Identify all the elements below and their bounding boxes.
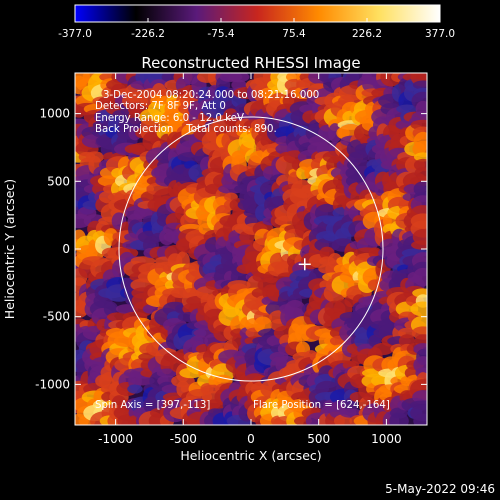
colorbar-tick-label: -377.0 [58,28,92,40]
heatmap-cell [328,123,342,143]
heatmap-cell [410,240,427,250]
annotations: 3-Dec-2004 08:20:24.000 to 08:21:16.000 … [95,90,390,411]
colorbar-tick-label: 226.2 [352,28,382,40]
annotation-spin-axis: Spin Axis = [397,-113] [95,400,210,411]
x-axis-ticks: -1000 -500 0 500 1000 [98,73,402,446]
annotation-time-range: 3-Dec-2004 08:20:24.000 to 08:21:16.000 [103,90,319,101]
solar-limb-circle [118,116,384,382]
footer-timestamp: 5-May-2022 09:46 [385,482,495,496]
y-tick-label: 1000 [39,107,70,121]
heatmap-cell [156,368,178,378]
heatmap-cell [413,267,427,287]
colorbar-tick-label: -75.4 [207,28,234,40]
annotation-detectors: Detectors: 7F 8F 9F, Att 0 [95,101,226,112]
heatmap-cell [396,104,418,114]
y-axis-label: Heliocentric Y (arcsec) [2,179,17,319]
x-axis-label: Heliocentric X (arcsec) [180,448,321,463]
heatmap-cell [127,384,143,394]
y-tick-label: 0 [62,242,70,256]
y-tick-label: 500 [47,174,70,188]
chart-title: Reconstructed RHESSI Image [141,54,360,72]
heatmap-cell [131,376,155,386]
heatmap-cell [412,390,427,404]
x-tick-label: -500 [170,432,197,446]
heatmap-image [75,73,427,425]
x-tick-label: 1000 [371,432,402,446]
heatmap-cell [157,88,177,98]
colorbar-ticks: -377.0 -226.2 -75.4 75.4 226.2 377.0 [58,18,455,40]
heatmap-cell [412,80,427,90]
y-axis-ticks: -1000 -500 0 500 1000 [35,107,427,391]
x-tick-label: 500 [307,432,330,446]
heatmap-cell [413,413,427,425]
colorbar-tick-label: -226.2 [131,28,165,40]
y-tick-label: -1000 [35,377,70,391]
heatmap-cell [414,167,427,179]
flare-marker [298,258,311,271]
annotation-energy-range: Energy Range: 6.0 - 12.0 keV [95,113,244,124]
colorbar-tick-label: 377.0 [425,28,455,40]
colorbar-tick-label: 75.4 [282,28,306,40]
x-tick-label: 0 [247,432,255,446]
y-tick-label: -500 [43,310,70,324]
heatmap-cell [410,301,427,317]
colorbar [74,4,441,23]
heatmap-cell [389,412,409,425]
annotation-flare-position: Flare Position = [624,-164] [253,400,390,411]
x-tick-label: -1000 [98,432,133,446]
heatmap-cell [228,73,250,83]
annotation-method-counts: Back Projection Total counts: 890. [95,124,277,135]
